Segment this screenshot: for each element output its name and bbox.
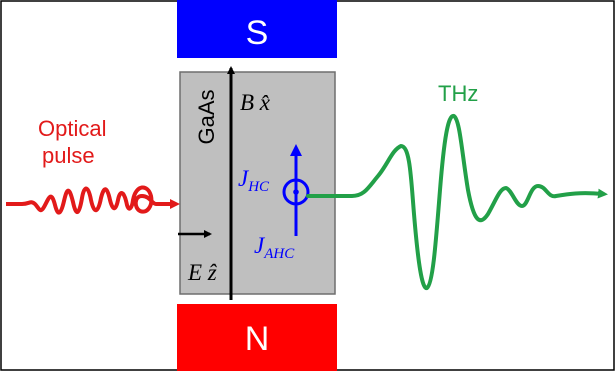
optical-pulse-label: Optical pulse [38, 116, 113, 168]
north-magnet [177, 304, 337, 371]
hall-current-label: JHC [238, 166, 270, 195]
thz-waveform [306, 114, 608, 290]
gaas-label: GaAs [194, 89, 219, 144]
out-of-plane-current-dot [293, 189, 299, 195]
north-magnet-label: N [245, 320, 270, 358]
magnetic-field-label: B x̂ [240, 90, 271, 115]
anomalous-hall-current-label: JAHC [254, 233, 295, 262]
south-magnet [177, 0, 337, 58]
thz-label: THz [438, 81, 478, 106]
optical-pulse-waveform [6, 185, 180, 215]
gaas-sample [179, 71, 336, 295]
south-magnet-label: S [246, 14, 269, 52]
electric-field-label: E ẑ [187, 260, 218, 285]
out-of-plane-current-symbol [282, 178, 310, 206]
